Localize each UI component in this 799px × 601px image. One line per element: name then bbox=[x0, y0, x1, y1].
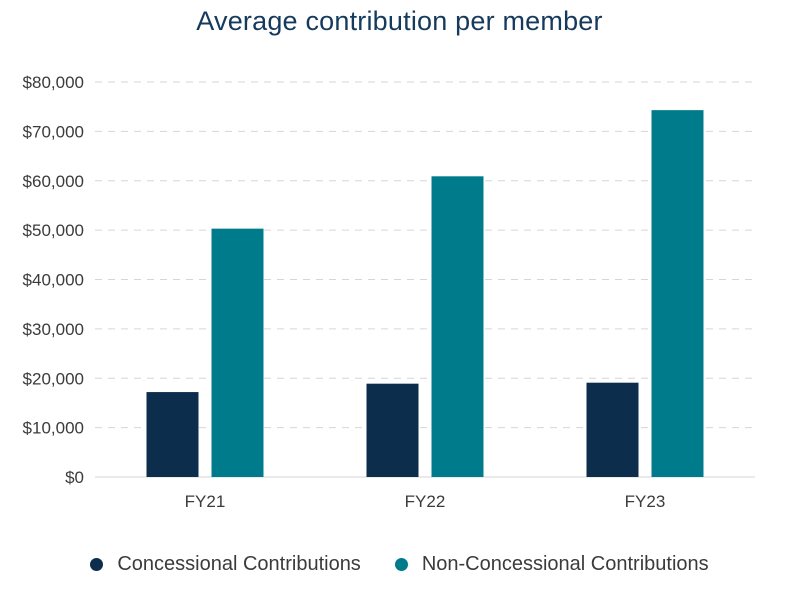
y-tick-label: $10,000 bbox=[23, 419, 84, 438]
y-tick-label: $50,000 bbox=[23, 221, 84, 240]
x-axis-ticks: FY21 FY22 FY23 bbox=[185, 492, 666, 511]
bar-concessional-fy23 bbox=[586, 382, 639, 477]
y-tick-label: $70,000 bbox=[23, 122, 84, 141]
y-axis-ticks: $0 $10,000 $20,000 $30,000 $40,000 $50,000 $60… bbox=[23, 73, 84, 487]
legend-entry-concessional: Concessional Contributions bbox=[90, 553, 361, 576]
y-tick-label: $0 bbox=[65, 468, 84, 487]
chart-title: Average contribution per member bbox=[196, 6, 603, 36]
legend-marker-concessional bbox=[90, 558, 104, 571]
y-tick-label: $20,000 bbox=[23, 369, 84, 388]
y-tick-label: $80,000 bbox=[23, 73, 84, 92]
bar-concessional-fy22 bbox=[366, 383, 419, 477]
legend-entry-non-concessional: Non-Concessional Contributions bbox=[394, 553, 709, 576]
x-tick-label: FY21 bbox=[185, 492, 226, 511]
bar-concessional-fy21 bbox=[146, 392, 199, 477]
bar-non-concessional-fy22 bbox=[431, 176, 484, 477]
y-tick-label: $60,000 bbox=[23, 172, 84, 191]
x-tick-label: FY23 bbox=[625, 492, 666, 511]
x-tick-label: FY22 bbox=[405, 492, 446, 511]
legend: Concessional Contributions Non-Concessio… bbox=[0, 553, 799, 576]
bar-non-concessional-fy23 bbox=[651, 110, 704, 478]
legend-marker-non-concessional bbox=[394, 558, 408, 571]
bars bbox=[146, 110, 704, 478]
y-tick-label: $40,000 bbox=[23, 271, 84, 290]
bar-non-concessional-fy21 bbox=[211, 228, 264, 477]
gridlines bbox=[95, 81, 755, 478]
y-tick-label: $30,000 bbox=[23, 320, 84, 339]
legend-label-non-concessional: Non-Concessional Contributions bbox=[421, 553, 709, 575]
legend-label-concessional: Concessional Contributions bbox=[117, 553, 361, 575]
